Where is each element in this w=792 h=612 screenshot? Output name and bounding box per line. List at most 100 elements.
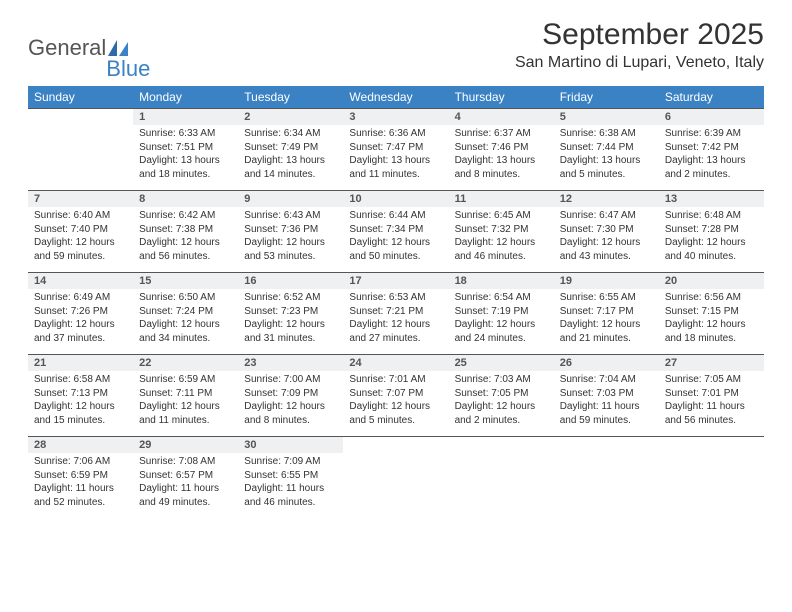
day-number: 29 — [133, 436, 238, 453]
day-line: Sunrise: 7:04 AM — [560, 373, 653, 387]
day-number: 27 — [659, 354, 764, 371]
day-number: 12 — [554, 190, 659, 207]
day-content: Sunrise: 7:06 AMSunset: 6:59 PMDaylight:… — [28, 453, 133, 513]
day-line: and 5 minutes. — [349, 414, 442, 428]
calendar-day-cell: 14Sunrise: 6:49 AMSunset: 7:26 PMDayligh… — [28, 272, 133, 354]
day-number: 26 — [554, 354, 659, 371]
calendar-day-cell: 15Sunrise: 6:50 AMSunset: 7:24 PMDayligh… — [133, 272, 238, 354]
day-line: and 52 minutes. — [34, 496, 127, 510]
day-line: and 2 minutes. — [665, 168, 758, 182]
day-content: Sunrise: 6:49 AMSunset: 7:26 PMDaylight:… — [28, 289, 133, 349]
day-content: Sunrise: 6:47 AMSunset: 7:30 PMDaylight:… — [554, 207, 659, 267]
day-line: Sunrise: 6:45 AM — [455, 209, 548, 223]
day-content: Sunrise: 6:53 AMSunset: 7:21 PMDaylight:… — [343, 289, 448, 349]
day-number: 22 — [133, 354, 238, 371]
day-line: Sunset: 6:55 PM — [244, 469, 337, 483]
day-line: and 8 minutes. — [455, 168, 548, 182]
calendar-week-row: 21Sunrise: 6:58 AMSunset: 7:13 PMDayligh… — [28, 354, 764, 436]
day-line: Sunrise: 6:44 AM — [349, 209, 442, 223]
calendar-day-cell: 7Sunrise: 6:40 AMSunset: 7:40 PMDaylight… — [28, 190, 133, 272]
day-content: Sunrise: 6:34 AMSunset: 7:49 PMDaylight:… — [238, 125, 343, 185]
calendar-day-cell — [554, 436, 659, 518]
calendar-day-cell: 11Sunrise: 6:45 AMSunset: 7:32 PMDayligh… — [449, 190, 554, 272]
day-line: Sunrise: 6:49 AM — [34, 291, 127, 305]
day-number: 10 — [343, 190, 448, 207]
day-line: and 24 minutes. — [455, 332, 548, 346]
day-line: Sunrise: 7:00 AM — [244, 373, 337, 387]
day-line: Sunrise: 7:08 AM — [139, 455, 232, 469]
day-line: Sunrise: 6:56 AM — [665, 291, 758, 305]
day-line: Sunset: 7:46 PM — [455, 141, 548, 155]
calendar-day-cell: 16Sunrise: 6:52 AMSunset: 7:23 PMDayligh… — [238, 272, 343, 354]
day-line: Daylight: 11 hours — [665, 400, 758, 414]
day-content: Sunrise: 6:45 AMSunset: 7:32 PMDaylight:… — [449, 207, 554, 267]
calendar-day-cell: 23Sunrise: 7:00 AMSunset: 7:09 PMDayligh… — [238, 354, 343, 436]
day-number-empty — [659, 436, 764, 453]
day-line: and 43 minutes. — [560, 250, 653, 264]
day-line: Daylight: 13 hours — [665, 154, 758, 168]
day-line: Daylight: 12 hours — [34, 400, 127, 414]
calendar-day-cell: 21Sunrise: 6:58 AMSunset: 7:13 PMDayligh… — [28, 354, 133, 436]
header-row: General Blue September 2025 San Martino … — [28, 18, 764, 72]
day-number: 18 — [449, 272, 554, 289]
day-line: Sunset: 7:09 PM — [244, 387, 337, 401]
day-line: Sunset: 7:32 PM — [455, 223, 548, 237]
day-line: Sunrise: 6:40 AM — [34, 209, 127, 223]
day-content: Sunrise: 7:08 AMSunset: 6:57 PMDaylight:… — [133, 453, 238, 513]
weekday-header: Saturday — [659, 86, 764, 108]
day-line: Daylight: 12 hours — [665, 236, 758, 250]
day-content: Sunrise: 7:05 AMSunset: 7:01 PMDaylight:… — [659, 371, 764, 431]
calendar-day-cell: 29Sunrise: 7:08 AMSunset: 6:57 PMDayligh… — [133, 436, 238, 518]
day-number: 16 — [238, 272, 343, 289]
day-line: Daylight: 12 hours — [139, 400, 232, 414]
day-number: 2 — [238, 108, 343, 125]
day-content: Sunrise: 6:50 AMSunset: 7:24 PMDaylight:… — [133, 289, 238, 349]
calendar-day-cell: 1Sunrise: 6:33 AMSunset: 7:51 PMDaylight… — [133, 108, 238, 190]
day-line: Sunset: 7:38 PM — [139, 223, 232, 237]
weekday-header: Monday — [133, 86, 238, 108]
calendar-day-cell: 30Sunrise: 7:09 AMSunset: 6:55 PMDayligh… — [238, 436, 343, 518]
day-line: and 27 minutes. — [349, 332, 442, 346]
weekday-header: Sunday — [28, 86, 133, 108]
day-line: Sunset: 7:34 PM — [349, 223, 442, 237]
day-number-empty — [343, 436, 448, 453]
day-content: Sunrise: 6:48 AMSunset: 7:28 PMDaylight:… — [659, 207, 764, 267]
calendar-table: SundayMondayTuesdayWednesdayThursdayFrid… — [28, 86, 764, 518]
day-line: and 11 minutes. — [349, 168, 442, 182]
day-content: Sunrise: 6:40 AMSunset: 7:40 PMDaylight:… — [28, 207, 133, 267]
calendar-day-cell: 20Sunrise: 6:56 AMSunset: 7:15 PMDayligh… — [659, 272, 764, 354]
day-line: and 59 minutes. — [560, 414, 653, 428]
day-line: and 14 minutes. — [244, 168, 337, 182]
day-line: and 18 minutes. — [665, 332, 758, 346]
day-line: Sunset: 7:49 PM — [244, 141, 337, 155]
weekday-header-row: SundayMondayTuesdayWednesdayThursdayFrid… — [28, 86, 764, 108]
day-line: Sunset: 7:24 PM — [139, 305, 232, 319]
logo: General Blue — [28, 18, 150, 72]
day-line: Sunset: 7:28 PM — [665, 223, 758, 237]
day-content: Sunrise: 6:44 AMSunset: 7:34 PMDaylight:… — [343, 207, 448, 267]
day-line: Sunset: 7:11 PM — [139, 387, 232, 401]
weekday-header: Friday — [554, 86, 659, 108]
day-line: and 56 minutes. — [139, 250, 232, 264]
day-line: Sunrise: 6:53 AM — [349, 291, 442, 305]
day-line: Daylight: 13 hours — [560, 154, 653, 168]
day-line: Sunrise: 6:58 AM — [34, 373, 127, 387]
day-line: Daylight: 11 hours — [139, 482, 232, 496]
day-line: Sunset: 7:07 PM — [349, 387, 442, 401]
day-line: and 56 minutes. — [665, 414, 758, 428]
day-number: 7 — [28, 190, 133, 207]
day-line: Sunset: 7:21 PM — [349, 305, 442, 319]
day-content: Sunrise: 6:54 AMSunset: 7:19 PMDaylight:… — [449, 289, 554, 349]
day-line: Daylight: 13 hours — [349, 154, 442, 168]
day-line: Daylight: 12 hours — [455, 400, 548, 414]
day-line: Daylight: 12 hours — [34, 236, 127, 250]
day-line: Sunset: 7:01 PM — [665, 387, 758, 401]
day-content: Sunrise: 6:37 AMSunset: 7:46 PMDaylight:… — [449, 125, 554, 185]
calendar-day-cell: 13Sunrise: 6:48 AMSunset: 7:28 PMDayligh… — [659, 190, 764, 272]
day-line: Sunset: 7:51 PM — [139, 141, 232, 155]
day-content: Sunrise: 7:03 AMSunset: 7:05 PMDaylight:… — [449, 371, 554, 431]
day-line: Daylight: 12 hours — [349, 400, 442, 414]
day-line: Sunrise: 7:01 AM — [349, 373, 442, 387]
day-number-empty — [554, 436, 659, 453]
day-line: Sunrise: 6:59 AM — [139, 373, 232, 387]
